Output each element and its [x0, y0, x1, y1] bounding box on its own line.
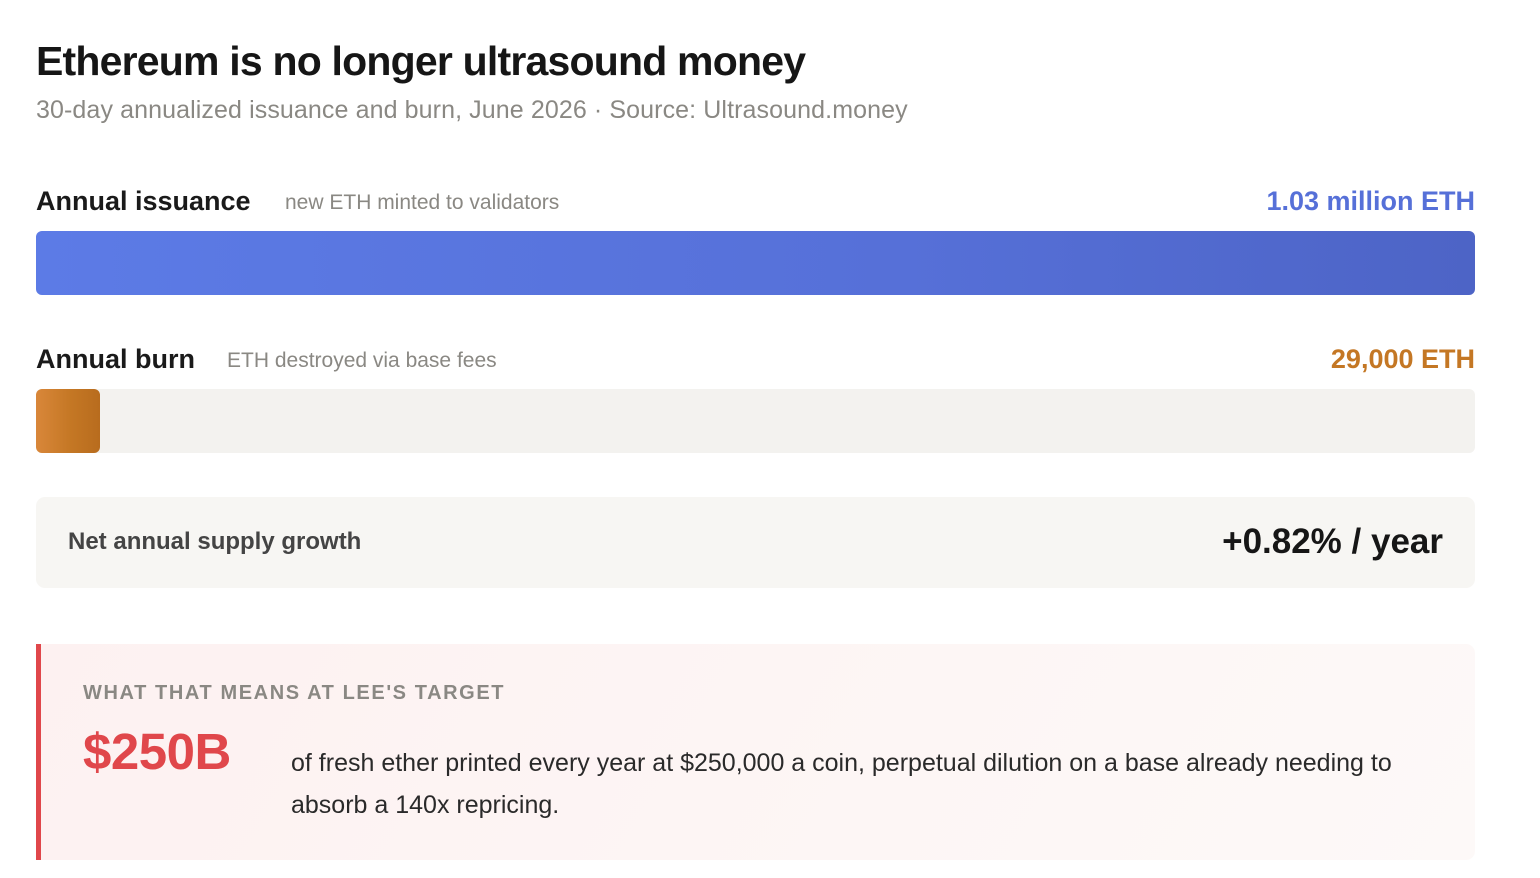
issuance-row-header: Annual issuance new ETH minted to valida…: [36, 183, 1475, 217]
burn-bar-track: [36, 389, 1475, 453]
burn-label: Annual burn: [36, 344, 195, 374]
burn-row-header: Annual burn ETH destroyed via base fees …: [36, 341, 1475, 375]
issuance-note: new ETH minted to validators: [285, 191, 560, 214]
callout-big-number: $250B: [83, 723, 231, 780]
burn-value-label: 29,000 ETH: [1330, 344, 1475, 374]
issuance-bar: [36, 231, 1475, 295]
target-callout: WHAT THAT MEANS AT LEE'S TARGET $250B of…: [36, 644, 1475, 860]
issuance-value-label: 1.03 million ETH: [1266, 186, 1475, 216]
chart-title: Ethereum is no longer ultrasound money: [36, 38, 806, 84]
callout-kicker: WHAT THAT MEANS AT LEE'S TARGET: [83, 682, 506, 704]
issuance-label: Annual issuance: [36, 186, 251, 216]
burn-bar: [36, 389, 100, 453]
burn-note: ETH destroyed via base fees: [227, 349, 497, 372]
issuance-bar-track: [36, 231, 1475, 295]
callout-text: of fresh ether printed every year at $25…: [291, 749, 1392, 819]
net-growth-panel: Net annual supply growth +0.82% / year: [36, 497, 1475, 588]
chart-subtitle: 30-day annualized issuance and burn, Jun…: [36, 96, 908, 124]
net-growth-value: +0.82% / year: [1222, 522, 1443, 561]
net-growth-label: Net annual supply growth: [68, 528, 362, 555]
